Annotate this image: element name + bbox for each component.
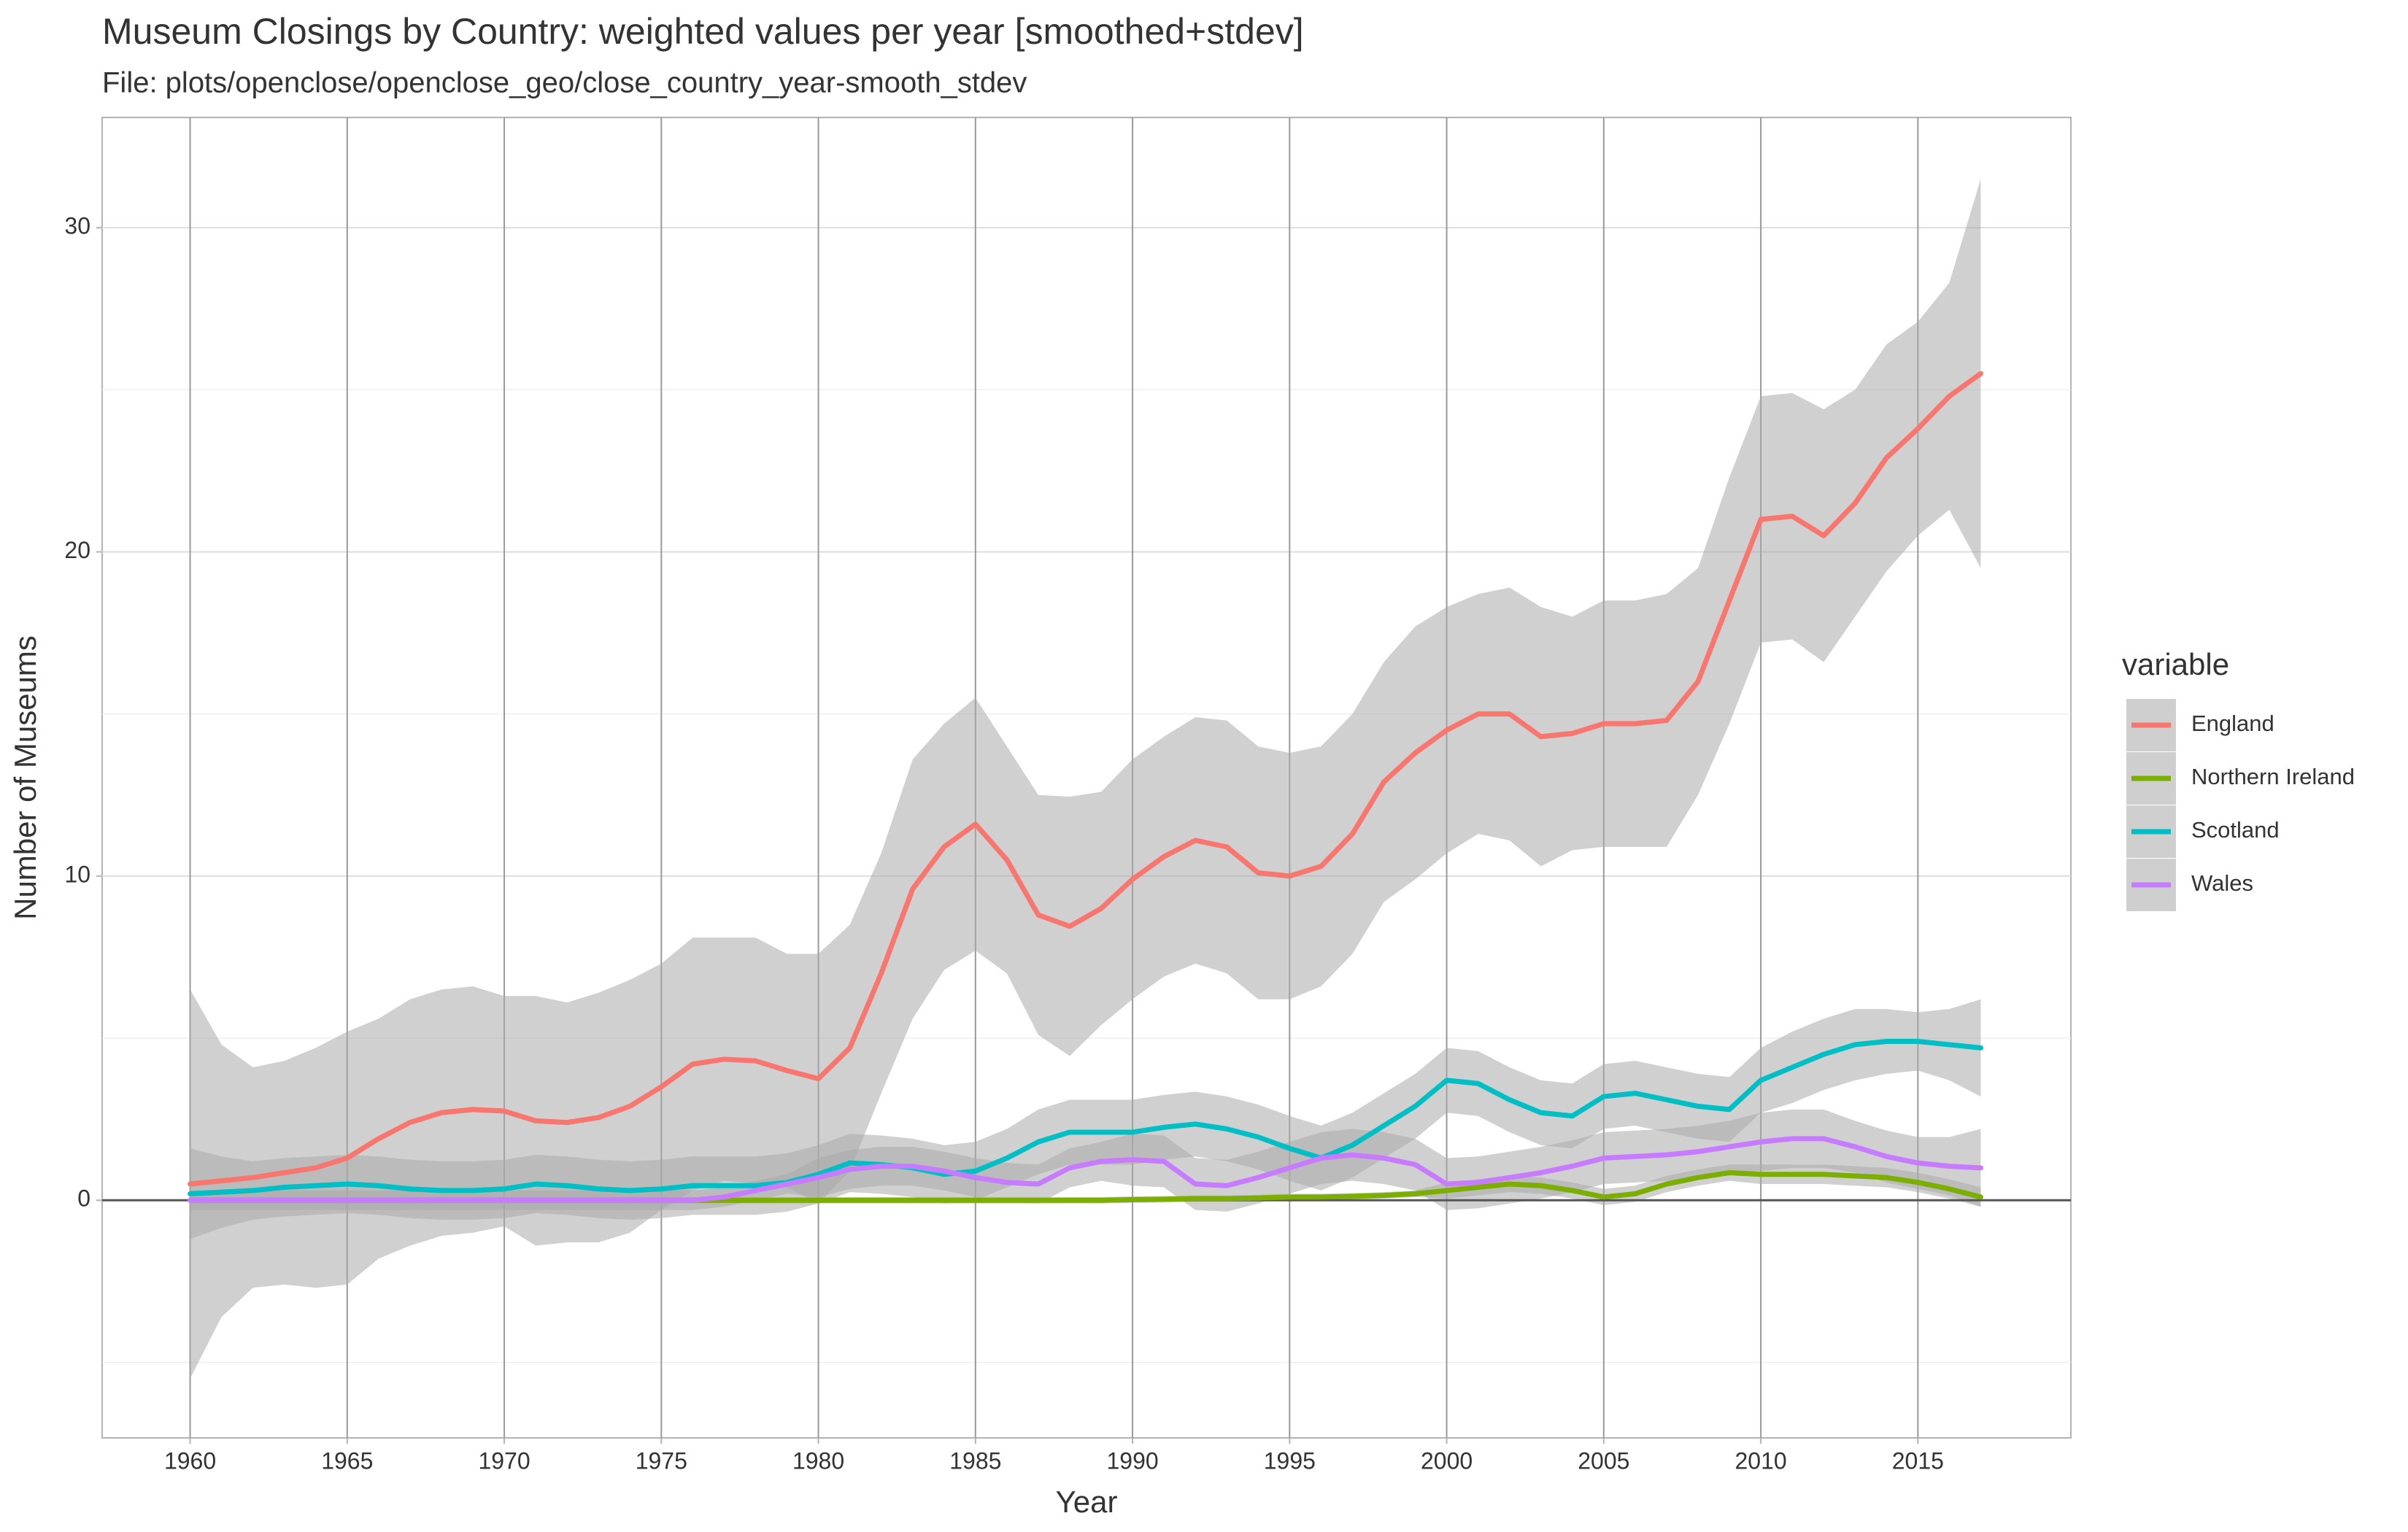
series-line bbox=[188, 1136, 1983, 1203]
y-tick-label: 30 bbox=[64, 213, 90, 239]
x-tick-label: 2015 bbox=[1892, 1447, 1944, 1474]
legend-title: variable bbox=[2122, 647, 2229, 681]
legend-label: England bbox=[2191, 711, 2274, 736]
y-tick-label: 0 bbox=[77, 1185, 90, 1212]
x-tick-label: 1965 bbox=[321, 1447, 373, 1474]
x-tick-label: 2000 bbox=[1421, 1447, 1473, 1474]
legend-label: Scotland bbox=[2191, 817, 2280, 843]
legend-label: Northern Ireland bbox=[2191, 764, 2355, 789]
x-tick-label: 1975 bbox=[636, 1447, 687, 1474]
x-tick-label: 1995 bbox=[1264, 1447, 1316, 1474]
x-tick-label: 1985 bbox=[949, 1447, 1001, 1474]
chart-subtitle: File: plots/openclose/openclose_geo/clos… bbox=[102, 67, 1027, 99]
series-line bbox=[188, 371, 1983, 1187]
y-tick-label: 10 bbox=[64, 861, 90, 887]
y-tick-label: 20 bbox=[64, 537, 90, 563]
y-axis-title: Number of Museums bbox=[8, 635, 42, 920]
x-tick-label: 1990 bbox=[1106, 1447, 1158, 1474]
x-tick-label: 2005 bbox=[1578, 1447, 1629, 1474]
x-tick-label: 1980 bbox=[792, 1447, 844, 1474]
x-tick-label: 2010 bbox=[1734, 1447, 1786, 1474]
series-line bbox=[188, 1039, 1983, 1196]
x-axis-title: Year bbox=[1056, 1485, 1118, 1519]
stdev-ribbon bbox=[190, 999, 1981, 1239]
chart-title: Museum Closings by Country: weighted val… bbox=[102, 11, 1304, 52]
x-tick-label: 1960 bbox=[164, 1447, 216, 1474]
legend-label: Wales bbox=[2191, 870, 2253, 896]
stdev-ribbon bbox=[190, 179, 1981, 1379]
x-tick-label: 1970 bbox=[478, 1447, 530, 1474]
